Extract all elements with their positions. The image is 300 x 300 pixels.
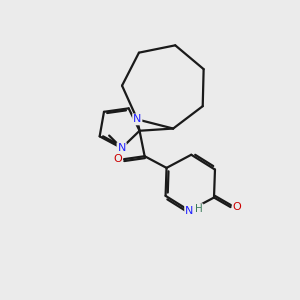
Text: O: O <box>113 154 122 164</box>
Text: N: N <box>118 143 126 153</box>
Text: N: N <box>133 114 142 124</box>
Text: O: O <box>233 202 242 212</box>
Text: H: H <box>195 204 203 214</box>
Text: N: N <box>185 206 194 216</box>
